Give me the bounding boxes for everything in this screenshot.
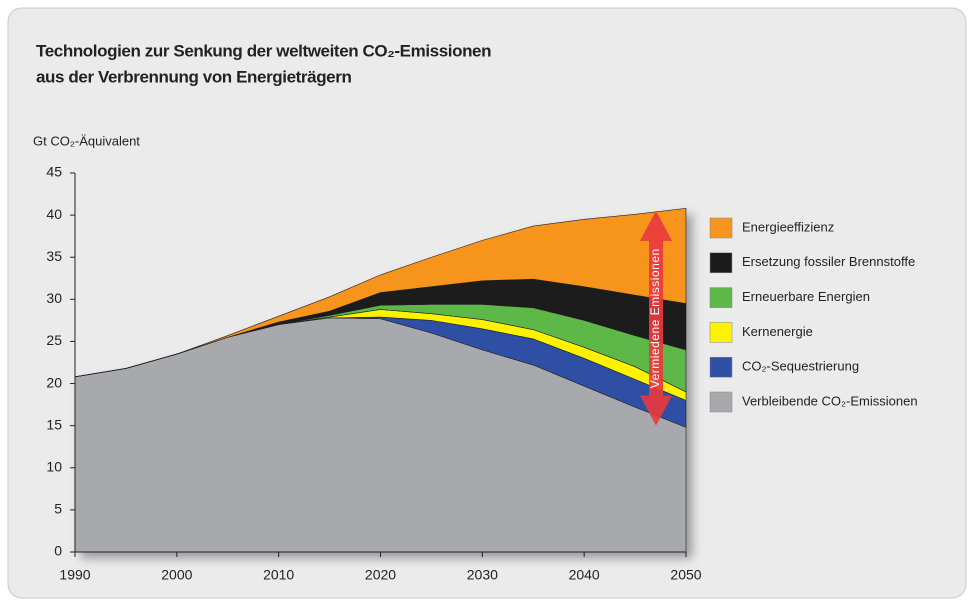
legend-swatch xyxy=(709,252,733,274)
y-tick-label: 40 xyxy=(46,206,62,222)
legend-swatch xyxy=(709,356,733,378)
annotation: Vermiedene Emissionen xyxy=(648,248,662,388)
area xyxy=(74,208,687,378)
y-tick-label: 25 xyxy=(46,332,62,348)
plot-area xyxy=(74,208,687,553)
y-tick-label: 5 xyxy=(54,501,62,517)
x-tick-label: 2020 xyxy=(365,567,396,583)
legend-label: Ersetzung fossiler Brennstoffe xyxy=(742,254,915,269)
y-axis-label: Gt CO₂-Äquivalent xyxy=(33,133,140,148)
x-tick-label: 2030 xyxy=(467,567,498,583)
chart-title: aus der Verbrennung von Energieträgern xyxy=(36,67,351,86)
y-tick-label: 10 xyxy=(46,458,62,474)
legend-swatch xyxy=(709,322,733,343)
annotation-arrow xyxy=(640,210,672,426)
legend-swatch xyxy=(709,287,733,308)
y-tick-label: 35 xyxy=(46,248,62,264)
legend-label: Energieeffizienz xyxy=(742,219,834,234)
legend-label: Verbleibende CO₂-Emissionen xyxy=(742,393,918,408)
chart-title: Technologien zur Senkung der weltweiten … xyxy=(36,41,491,60)
y-tick-label: 15 xyxy=(46,416,62,432)
x-tick-label: 2050 xyxy=(670,567,701,583)
legend-label: Erneuerbare Energien xyxy=(742,289,870,304)
legend-label: CO₂-Sequestrierung xyxy=(742,359,859,374)
y-tick-label: 30 xyxy=(46,290,62,306)
x-tick-label: 2040 xyxy=(569,567,600,583)
legend-label: Kernenergie xyxy=(742,324,813,339)
legend-swatch xyxy=(709,391,733,413)
y-tick-label: 0 xyxy=(54,543,62,559)
x-tick-label: 2010 xyxy=(263,567,294,583)
legend-swatch xyxy=(709,217,733,239)
x-tick-label: 2000 xyxy=(161,567,192,583)
y-tick-label: 20 xyxy=(46,374,62,390)
y-tick-label: 45 xyxy=(46,164,62,180)
x-tick-label: 1990 xyxy=(59,567,90,583)
